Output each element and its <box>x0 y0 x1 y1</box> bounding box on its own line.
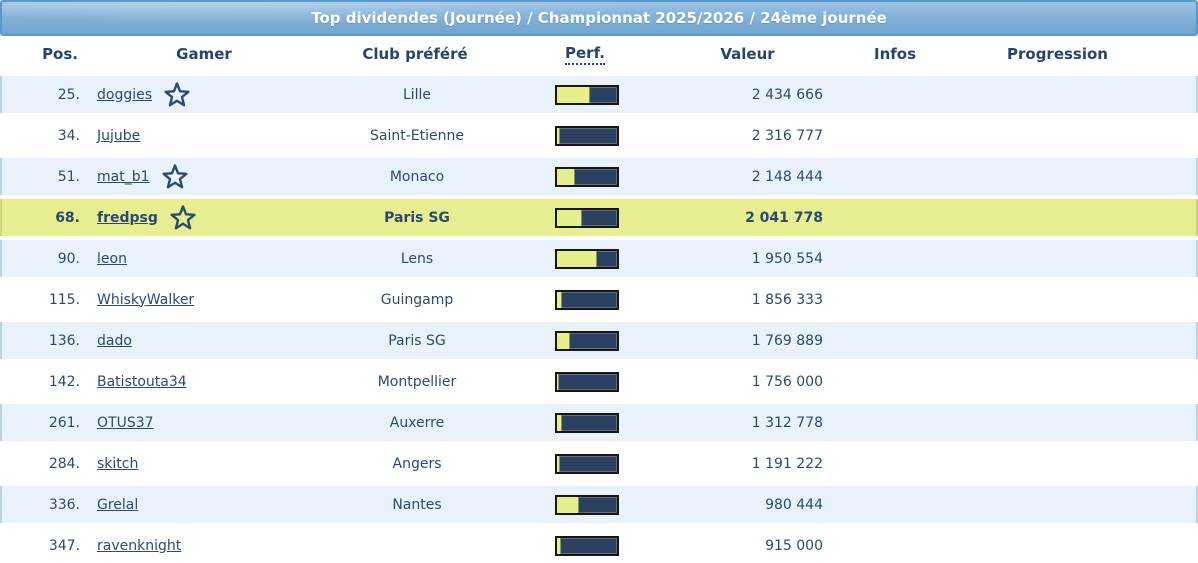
column-header-infos: Infos <box>873 45 917 63</box>
gamer-link[interactable]: ravenknight <box>97 537 182 554</box>
table-row: 347. ravenknight 915 000 <box>0 527 1198 563</box>
gamer-link[interactable]: dado <box>97 332 132 349</box>
valeur-cell: 980 444 <box>765 496 823 513</box>
pos-cell: 68. <box>55 209 80 226</box>
table-row: 90. leon Lens 1 950 554 <box>0 240 1198 277</box>
gamer-link[interactable]: doggies <box>97 86 153 103</box>
perf-bar-fill <box>557 86 590 103</box>
table-body: 25. doggies Lille 2 434 666 34. Jujube <box>0 76 1198 563</box>
club-cell: Paris SG <box>388 332 446 349</box>
pos-cell: 34. <box>57 127 80 144</box>
column-header-valeur: Valeur <box>720 45 775 63</box>
perf-bar <box>555 412 619 433</box>
perf-bar-fill <box>557 332 570 349</box>
perf-bar-fill <box>557 291 562 308</box>
star-icon <box>168 203 198 233</box>
gamer-link[interactable]: Batistouta34 <box>97 373 187 390</box>
perf-bar <box>555 289 619 310</box>
club-cell: Lens <box>400 250 434 267</box>
valeur-cell: 915 000 <box>765 537 823 554</box>
pos-cell: 284. <box>48 455 80 472</box>
valeur-cell: 2 041 778 <box>745 209 823 226</box>
valeur-cell: 1 312 778 <box>751 414 823 431</box>
pos-cell: 136. <box>48 332 80 349</box>
perf-bar <box>555 207 619 228</box>
pos-cell: 25. <box>57 86 80 103</box>
perf-bar <box>555 371 619 392</box>
title-bar: Top dividendes (Journée) / Championnat 2… <box>0 0 1198 36</box>
perf-bar-fill <box>557 414 562 431</box>
perf-bar <box>555 453 619 474</box>
valeur-cell: 1 769 889 <box>751 332 823 349</box>
valeur-cell: 1 856 333 <box>751 291 823 308</box>
table-header-row: Pos. Gamer Club préféré Perf. Valeur Inf… <box>0 36 1198 72</box>
table-row: 115. WhiskyWalker Guingamp 1 856 333 <box>0 281 1198 318</box>
table-row: 336. Grelal Nantes 980 444 <box>0 486 1198 523</box>
perf-bar <box>555 125 619 146</box>
perf-bar <box>555 494 619 515</box>
perf-bar-fill <box>557 496 579 513</box>
table-row: 284. skitch Angers 1 191 222 <box>0 445 1198 482</box>
perf-bar <box>555 248 619 269</box>
table-row: 51. mat_b1 Monaco 2 148 444 <box>0 158 1198 195</box>
gamer-link[interactable]: skitch <box>97 455 139 472</box>
valeur-cell: 1 756 000 <box>751 373 823 390</box>
column-header-progression: Progression <box>1007 45 1108 63</box>
gamer-link[interactable]: Grelal <box>97 496 139 513</box>
perf-bar <box>555 166 619 187</box>
valeur-cell: 1 950 554 <box>751 250 823 267</box>
club-cell: Auxerre <box>389 414 445 431</box>
perf-bar-fill <box>557 373 560 390</box>
column-header-club: Club préféré <box>362 45 468 63</box>
gamer-link[interactable]: leon <box>97 250 127 267</box>
page-title: Top dividendes (Journée) / Championnat 2… <box>311 9 887 27</box>
gamer-link[interactable]: fredpsg <box>97 209 158 226</box>
star-icon <box>162 80 192 110</box>
valeur-cell: 2 316 777 <box>751 127 823 144</box>
gamer-link[interactable]: WhiskyWalker <box>97 291 195 308</box>
club-cell: Lille <box>402 86 432 103</box>
club-cell: Nantes <box>392 496 442 513</box>
valeur-cell: 2 434 666 <box>751 86 823 103</box>
perf-bar-fill <box>557 127 560 144</box>
perf-bar-fill <box>557 537 562 554</box>
pos-cell: 347. <box>48 537 80 554</box>
perf-bar <box>555 535 619 556</box>
perf-bar <box>555 330 619 351</box>
club-cell: Paris SG <box>384 209 450 226</box>
table-row: 68. fredpsg Paris SG 2 041 778 <box>0 199 1198 236</box>
pos-cell: 90. <box>57 250 80 267</box>
pos-cell: 336. <box>48 496 80 513</box>
pos-cell: 142. <box>48 373 80 390</box>
perf-bar <box>555 84 619 105</box>
table-row: 261. OTUS37 Auxerre 1 312 778 <box>0 404 1198 441</box>
perf-bar-fill <box>557 455 560 472</box>
perf-bar-fill <box>557 168 575 185</box>
table-row: 34. Jujube Saint-Etienne 2 316 777 <box>0 117 1198 154</box>
table-row: 25. doggies Lille 2 434 666 <box>0 76 1198 113</box>
club-cell: Saint-Etienne <box>370 127 464 144</box>
valeur-cell: 1 191 222 <box>751 455 823 472</box>
club-cell: Montpellier <box>377 373 457 390</box>
valeur-cell: 2 148 444 <box>751 168 823 185</box>
column-header-gamer: Gamer <box>176 45 232 63</box>
club-cell: Angers <box>392 455 442 472</box>
column-header-pos: Pos. <box>42 45 78 63</box>
pos-cell: 51. <box>57 168 80 185</box>
star-icon <box>160 162 190 192</box>
pos-cell: 115. <box>48 291 80 308</box>
perf-bar-fill <box>557 250 597 267</box>
table-row: 142. Batistouta34 Montpellier 1 756 000 <box>0 363 1198 400</box>
pos-cell: 261. <box>48 414 80 431</box>
club-cell: Guingamp <box>380 291 454 308</box>
club-cell: Monaco <box>389 168 445 185</box>
gamer-link[interactable]: OTUS37 <box>97 414 154 431</box>
gamer-link[interactable]: mat_b1 <box>97 168 150 185</box>
table-row: 136. dado Paris SG 1 769 889 <box>0 322 1198 359</box>
gamer-link[interactable]: Jujube <box>97 127 141 144</box>
column-header-perf[interactable]: Perf. <box>565 44 605 65</box>
perf-bar-fill <box>557 209 582 226</box>
